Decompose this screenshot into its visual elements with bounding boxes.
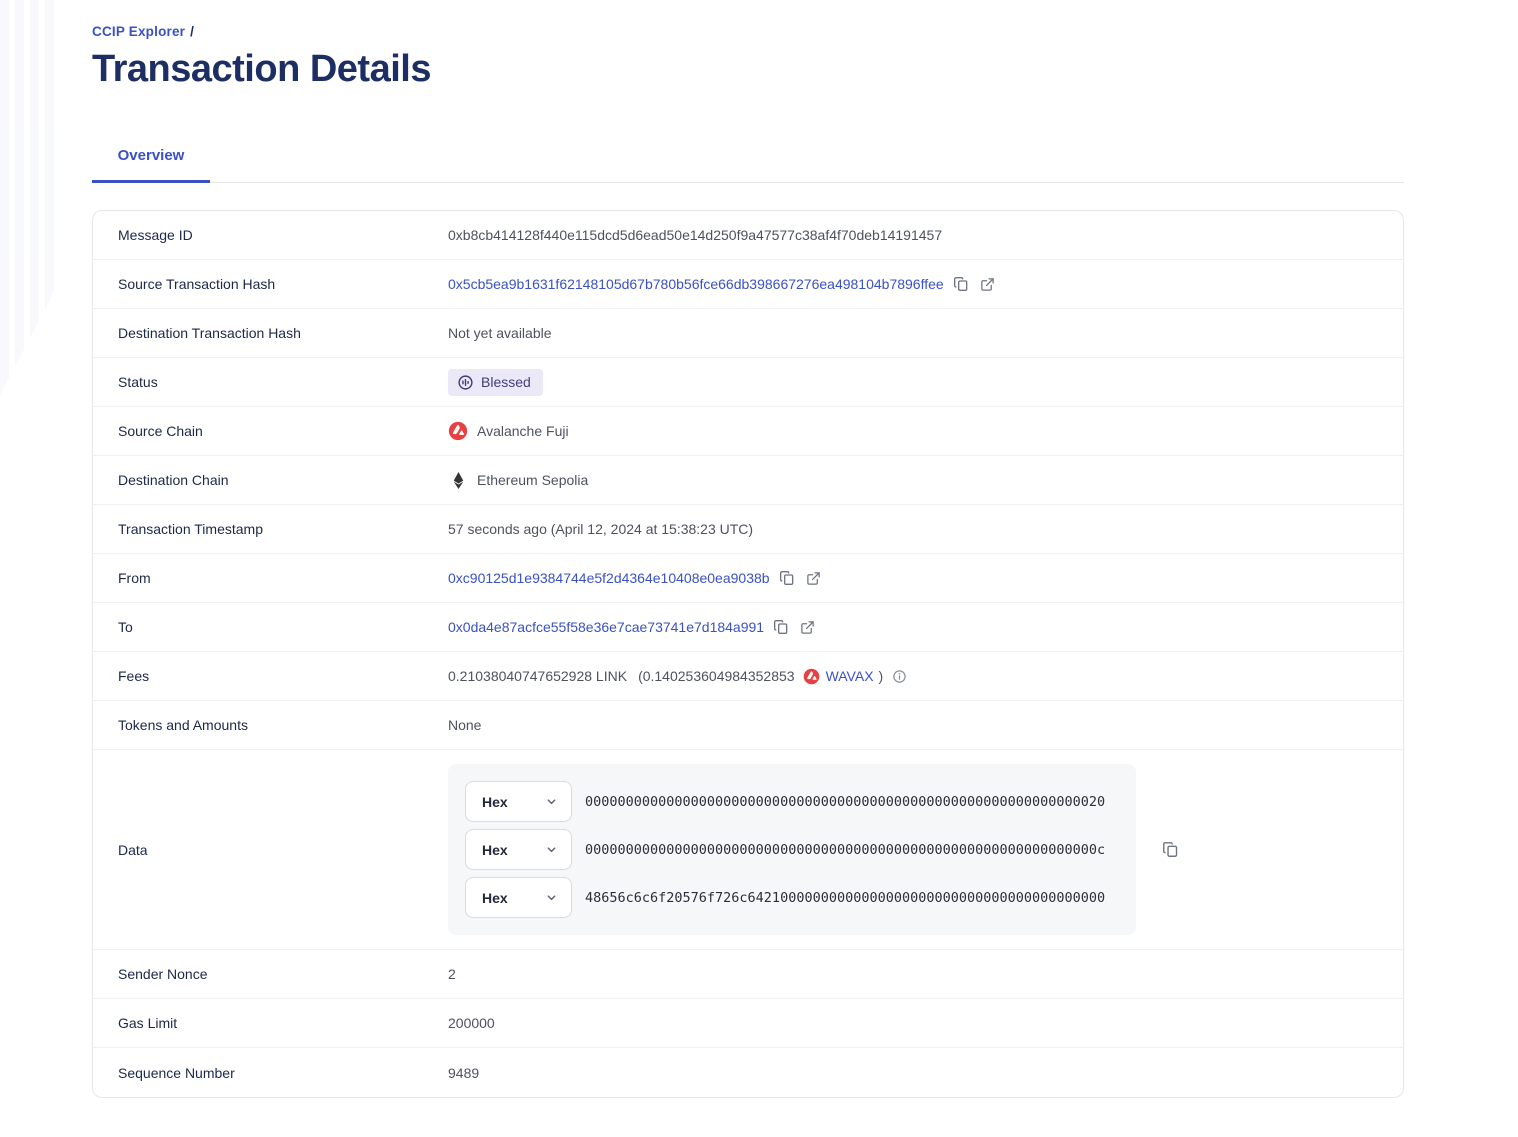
copy-button[interactable] [773, 619, 789, 635]
data-hex-line: 0000000000000000000000000000000000000000… [585, 841, 1106, 858]
row-label: Transaction Timestamp [118, 521, 263, 537]
breadcrumb-separator: / [190, 24, 195, 39]
data-format-select-value: Hex [482, 889, 508, 906]
wavax-token-link[interactable]: WAVAX [825, 668, 874, 684]
fees-converted-amount: (0.140253604984352853 [638, 668, 795, 684]
external-link-icon [980, 277, 995, 292]
tab-bar: Overview [92, 134, 1404, 183]
breadcrumb-link-ccip-explorer[interactable]: CCIP Explorer [92, 24, 186, 39]
external-link-icon [800, 620, 815, 635]
table-row-message-id: Message ID 0xb8cb414128f440e115dcd5d6ead… [93, 211, 1403, 260]
table-row-to: To 0x0da4e87acfce55f58e36e7cae73741e7d18… [93, 603, 1403, 652]
row-label: Message ID [118, 227, 193, 243]
data-format-select-value: Hex [482, 793, 508, 810]
table-row-source-chain: Source Chain Avalanche Fuji [93, 407, 1403, 456]
table-row-sequence-number: Sequence Number 9489 [93, 1048, 1403, 1097]
table-row-from: From 0xc90125d1e9384744e5f2d4364e10408e0… [93, 554, 1403, 603]
row-label: Source Transaction Hash [118, 276, 276, 292]
tab-overview[interactable]: Overview [92, 134, 210, 183]
fees-link-amount: 0.21038040747652928 LINK [448, 668, 628, 684]
copy-data-button[interactable] [1162, 841, 1179, 858]
source-tx-hash-link[interactable]: 0x5cb5ea9b1631f62148105d67b780b56fce66db… [448, 276, 944, 292]
sequence-number-value: 9489 [448, 1064, 480, 1081]
external-link-button[interactable] [800, 620, 815, 635]
status-badge: Blessed [448, 368, 543, 396]
data-line: Hex 000000000000000000000000000000000000… [465, 781, 1119, 822]
source-chain-name: Avalanche Fuji [477, 423, 569, 439]
data-line: Hex 48656c6c6f20576f726c6421000000000000… [465, 877, 1119, 918]
timestamp-value: 57 seconds ago (April 12, 2024 at 15:38:… [448, 521, 754, 537]
row-label: Sequence Number [118, 1064, 235, 1081]
row-label: Destination Transaction Hash [118, 325, 301, 341]
copy-button[interactable] [953, 276, 969, 292]
row-label: Sender Nonce [118, 966, 208, 982]
avalanche-icon [803, 668, 820, 685]
table-row-tokens-amounts: Tokens and Amounts None [93, 701, 1403, 750]
dest-chain-name: Ethereum Sepolia [477, 472, 589, 488]
table-row-dest-chain: Destination Chain Ethereum Sepolia [93, 456, 1403, 505]
row-label: Fees [118, 668, 150, 684]
row-label: Gas Limit [118, 1015, 178, 1031]
page-title: Transaction Details [92, 48, 431, 90]
sender-nonce-value: 2 [448, 966, 456, 982]
row-label: Tokens and Amounts [118, 717, 248, 733]
data-line: Hex 000000000000000000000000000000000000… [465, 829, 1119, 870]
row-label: To [118, 619, 133, 635]
data-format-select[interactable]: Hex [465, 781, 572, 822]
gas-limit-value: 200000 [448, 1015, 495, 1031]
table-row-fees: Fees 0.21038040747652928 LINK (0.1402536… [93, 652, 1403, 701]
table-row-timestamp: Transaction Timestamp 57 seconds ago (Ap… [93, 505, 1403, 554]
data-format-select[interactable]: Hex [465, 877, 572, 918]
copy-icon [773, 619, 789, 635]
message-id-value: 0xb8cb414128f440e115dcd5d6ead50e14d250f9… [448, 227, 943, 243]
data-format-select[interactable]: Hex [465, 829, 572, 870]
row-label: Destination Chain [118, 472, 229, 488]
blessed-signal-icon [457, 374, 474, 391]
row-label: From [118, 570, 151, 586]
data-hex-panel: Hex 000000000000000000000000000000000000… [448, 764, 1136, 935]
chevron-down-icon [545, 891, 558, 904]
tokens-amounts-value: None [448, 717, 482, 733]
row-label: Source Chain [118, 423, 203, 439]
row-label: Data [118, 841, 148, 858]
copy-button[interactable] [779, 570, 795, 586]
table-row-dest-tx-hash: Destination Transaction Hash Not yet ava… [93, 309, 1403, 358]
row-label: Status [118, 374, 158, 390]
data-hex-line: 48656c6c6f20576f726c64210000000000000000… [585, 889, 1106, 906]
to-address-link[interactable]: 0x0da4e87acfce55f58e36e7cae73741e7d184a9… [448, 619, 765, 635]
data-hex-line: 0000000000000000000000000000000000000000… [585, 793, 1106, 810]
chevron-down-icon [545, 843, 558, 856]
from-address-link[interactable]: 0xc90125d1e9384744e5f2d4364e10408e0ea903… [448, 570, 770, 586]
data-format-select-value: Hex [482, 841, 508, 858]
page-content: CCIP Explorer / Transaction Details Overv… [92, 0, 1404, 1098]
external-link-icon [806, 571, 821, 586]
table-row-sender-nonce: Sender Nonce 2 [93, 950, 1403, 999]
copy-icon [1162, 841, 1179, 858]
table-row-gas-limit: Gas Limit 200000 [93, 999, 1403, 1048]
table-row-data: Data Hex 0000000000000000000000000000000… [93, 750, 1403, 950]
copy-icon [779, 570, 795, 586]
breadcrumb: CCIP Explorer / [92, 0, 1404, 39]
fees-close-paren: ) [878, 668, 884, 684]
table-row-source-tx-hash: Source Transaction Hash 0x5cb5ea9b1631f6… [93, 260, 1403, 309]
table-row-status: Status Blessed [93, 358, 1403, 407]
status-badge-label: Blessed [481, 374, 531, 390]
chevron-down-icon [545, 795, 558, 808]
info-icon[interactable] [892, 669, 907, 684]
external-link-button[interactable] [806, 571, 821, 586]
dest-tx-hash-value: Not yet available [448, 325, 552, 341]
avalanche-icon [448, 421, 468, 441]
transaction-detail-table: Message ID 0xb8cb414128f440e115dcd5d6ead… [92, 210, 1404, 1098]
external-link-button[interactable] [980, 277, 995, 292]
ethereum-icon [448, 471, 468, 489]
copy-icon [953, 276, 969, 292]
